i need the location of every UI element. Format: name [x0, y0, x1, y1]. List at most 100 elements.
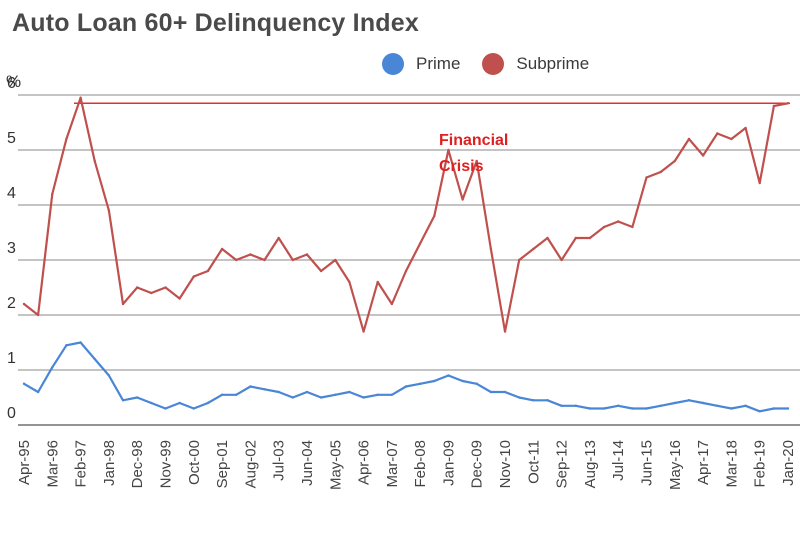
data-point-subprime — [447, 148, 450, 152]
x-tick-label: Jul-03 — [271, 440, 288, 481]
data-point-subprime — [659, 170, 662, 174]
data-point-subprime — [489, 247, 493, 251]
data-point-subprime — [475, 159, 478, 163]
x-axis-ticks: Apr-95 Mar-96 Feb-97 Jan-98 Dec-98 Nov-99 Oct-… — [16, 440, 797, 490]
data-point-subprime — [588, 236, 592, 240]
data-point-subprime — [220, 247, 224, 251]
data-point-prime — [645, 407, 648, 410]
legend-item-subprime[interactable]: Subprime — [482, 53, 589, 75]
data-point-prime — [716, 404, 719, 407]
data-point-prime — [602, 407, 606, 410]
y-tick-label: 3 — [7, 240, 16, 257]
x-tick-label: Mar-18 — [723, 440, 740, 488]
data-point-subprime — [730, 137, 733, 141]
annotation-financial-crisis: Financial Crisis — [439, 132, 513, 175]
x-tick-label: Sep-12 — [554, 440, 571, 488]
data-point-subprime — [192, 275, 195, 278]
data-point-prime — [249, 385, 252, 388]
annotation-line-1: Financial — [439, 132, 508, 149]
data-point-subprime — [249, 253, 252, 256]
chart-title: Auto Loan 60+ Delinquency Index — [12, 9, 419, 37]
x-tick-label: Feb-08 — [412, 440, 429, 488]
x-tick-label: Oct-11 — [525, 440, 542, 484]
data-point-prime — [546, 399, 549, 402]
data-point-prime — [659, 404, 662, 407]
x-tick-label: Nov-99 — [157, 440, 174, 488]
data-point-subprime — [701, 154, 705, 157]
x-tick-label: Jan-09 — [440, 440, 457, 486]
data-point-prime — [758, 410, 761, 413]
legend: Prime Subprime — [382, 50, 611, 78]
data-point-subprime — [263, 258, 266, 262]
series-line-subprime — [23, 96, 789, 333]
data-point-prime — [744, 404, 747, 407]
data-point-subprime — [22, 302, 26, 306]
data-point-subprime — [560, 258, 563, 262]
data-point-prime — [517, 396, 521, 399]
annotation-line-2: Crisis — [439, 158, 484, 175]
data-point-subprime — [772, 104, 776, 108]
data-point-prime — [79, 341, 82, 344]
x-tick-label: Mar-07 — [384, 440, 401, 488]
y-axis-ticks: 0 1 2 3 4 5 6 — [7, 75, 16, 422]
series-points-subprime — [22, 96, 790, 333]
x-tick-label: Feb-19 — [752, 440, 769, 488]
x-tick-label: Apr-17 — [695, 440, 712, 485]
data-point-prime — [277, 390, 280, 394]
data-point-subprime — [602, 225, 606, 229]
data-point-subprime — [376, 280, 379, 284]
data-point-subprime — [206, 269, 210, 273]
data-point-prime — [178, 401, 181, 405]
data-point-prime — [489, 390, 493, 394]
data-point-prime — [631, 407, 634, 410]
data-point-prime — [164, 407, 167, 410]
data-point-prime — [220, 393, 224, 396]
x-tick-label: Feb-97 — [73, 440, 90, 488]
data-point-subprime — [617, 220, 620, 223]
data-point-subprime — [574, 236, 577, 240]
data-point-prime — [206, 401, 210, 405]
x-tick-label: Dec-98 — [129, 440, 146, 488]
data-point-subprime — [758, 181, 761, 185]
data-point-subprime — [178, 297, 181, 300]
data-point-subprime — [107, 209, 111, 212]
data-point-subprime — [319, 269, 323, 273]
data-point-prime — [376, 393, 379, 396]
data-point-prime — [36, 390, 40, 394]
gridlines — [18, 94, 800, 426]
data-point-subprime — [305, 253, 309, 256]
data-point-prime — [263, 388, 266, 391]
data-point-prime — [447, 374, 450, 377]
data-point-prime — [121, 399, 125, 402]
data-point-prime — [390, 393, 394, 396]
y-tick-label: 4 — [7, 185, 16, 202]
x-tick-label: Mar-96 — [44, 440, 61, 488]
data-point-prime — [532, 399, 535, 402]
x-tick-label: Oct-00 — [186, 440, 203, 485]
x-tick-label: Jun-15 — [639, 440, 656, 486]
data-point-subprime — [65, 137, 68, 141]
x-tick-label: Apr-06 — [356, 440, 373, 485]
data-point-prime — [51, 366, 54, 369]
data-point-prime — [150, 401, 153, 405]
y-tick-label: 0 — [7, 405, 16, 422]
x-tick-label: Aug-13 — [582, 440, 599, 488]
y-tick-label: 6 — [7, 75, 16, 92]
y-tick-label: 5 — [7, 130, 16, 147]
x-tick-label: May-16 — [667, 440, 684, 490]
data-point-subprime — [418, 242, 422, 245]
data-point-subprime — [51, 192, 54, 196]
legend-marker-prime — [382, 53, 404, 75]
data-point-prime — [107, 374, 111, 377]
data-point-prime — [319, 396, 323, 399]
data-point-subprime — [687, 137, 691, 141]
legend-item-prime[interactable]: Prime — [382, 53, 460, 75]
x-tick-label: Jun-04 — [299, 440, 316, 486]
data-point-subprime — [291, 258, 295, 262]
x-tick-label: Dec-09 — [469, 440, 486, 488]
x-tick-label: Aug-02 — [242, 440, 259, 488]
data-point-subprime — [532, 247, 535, 251]
data-point-subprime — [93, 159, 96, 163]
data-point-subprime — [348, 280, 351, 284]
legend-label-subprime: Subprime — [516, 54, 590, 73]
